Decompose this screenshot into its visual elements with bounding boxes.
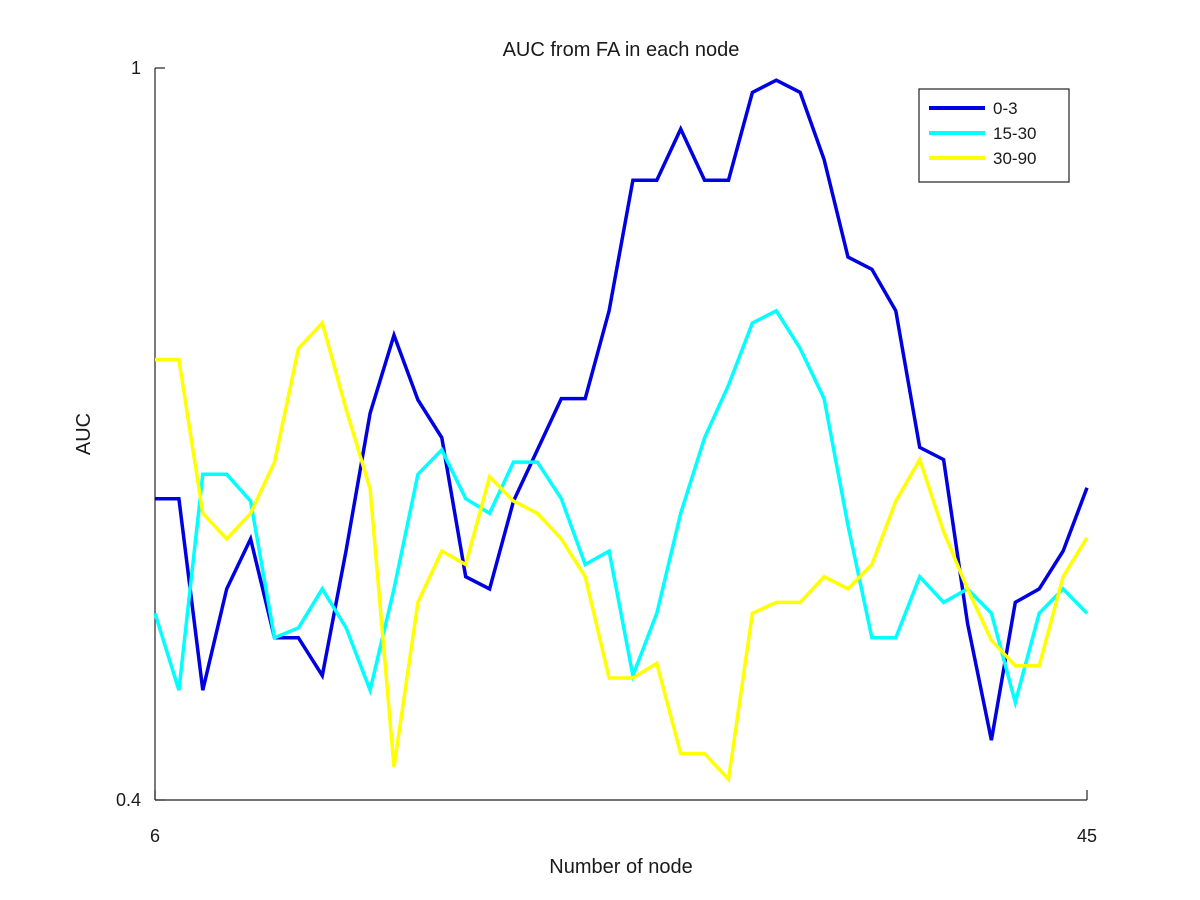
y-tick-label: 0.4 [116, 790, 141, 810]
series-line-30-90 [155, 319, 1089, 784]
chart-title: AUC from FA in each node [503, 39, 740, 61]
series-lines [153, 78, 1089, 784]
x-tick-label: 6 [150, 826, 160, 846]
legend: 0-3 15-30 30-90 [918, 88, 1070, 183]
axis-ticks: 6 45 0.4 1 [116, 58, 1097, 846]
y-tick-label: 1 [131, 58, 141, 78]
axes [154, 68, 1087, 801]
x-tick-label: 45 [1077, 826, 1097, 846]
series-line-0-3 [155, 78, 1089, 741]
series-line-15-30 [153, 308, 1089, 710]
legend-box [918, 88, 1070, 183]
legend-label: 0-3 [993, 99, 1018, 118]
y-axis-label: AUC [73, 413, 95, 455]
legend-label: 15-30 [993, 124, 1036, 143]
legend-label: 30-90 [993, 149, 1036, 168]
x-axis-label: Number of node [549, 856, 692, 878]
